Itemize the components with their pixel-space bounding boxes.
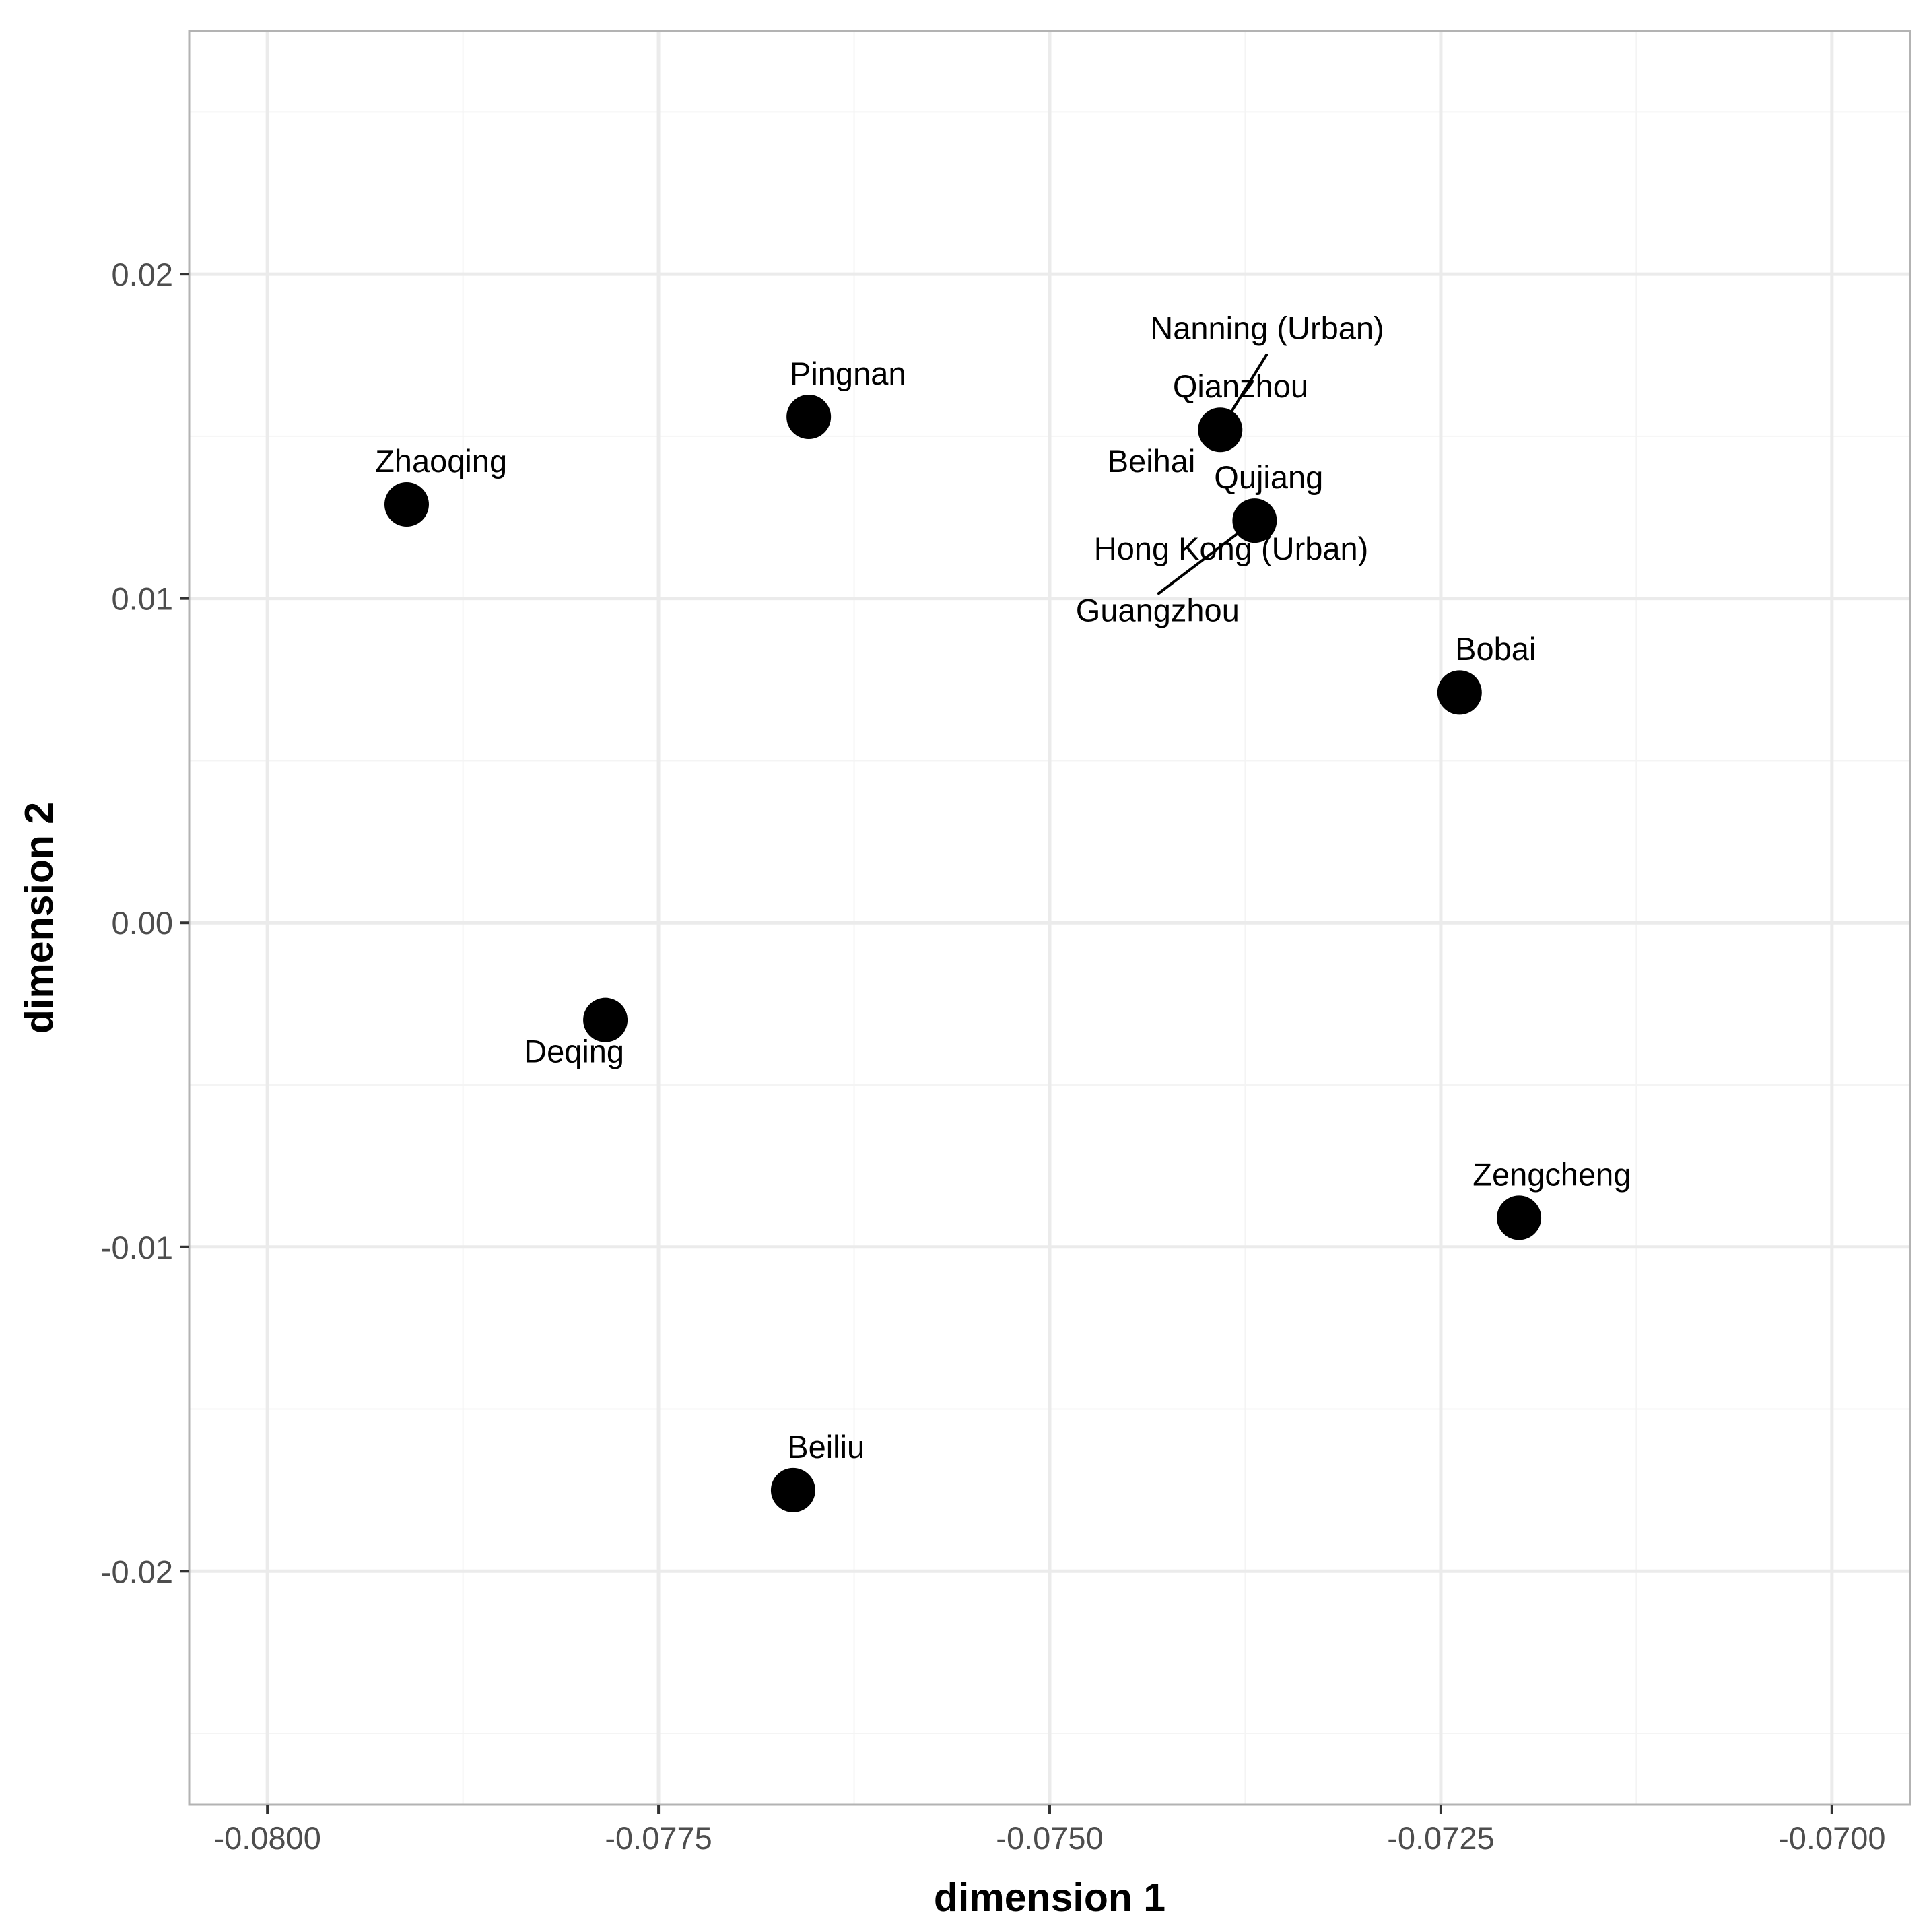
point-label: Qianzhou (1173, 368, 1308, 404)
point-label: Deqing (524, 1033, 624, 1069)
point-label: Guangzhou (1076, 592, 1240, 628)
x-tick-label: -0.0800 (213, 1820, 320, 1856)
data-point (786, 395, 832, 440)
point-label: Qujiang (1214, 459, 1323, 495)
point-label: Zhaoqing (375, 443, 507, 479)
data-point (1437, 670, 1482, 715)
x-tick-label: -0.0725 (1387, 1820, 1494, 1856)
point-label: Beihai (1108, 443, 1196, 479)
y-tick-label: -0.02 (101, 1554, 173, 1589)
data-point (583, 997, 628, 1042)
point-label: Nanning (Urban) (1150, 310, 1384, 345)
x-tick-label: -0.0775 (605, 1820, 712, 1856)
data-point (770, 1467, 815, 1512)
data-point (384, 482, 429, 527)
point-label: Beiliu (787, 1429, 865, 1465)
data-points (384, 395, 1542, 1512)
y-tick-label: 0.02 (112, 257, 173, 292)
point-label: Hong Kong (Urban) (1094, 531, 1369, 566)
y-tick-label: 0.01 (112, 581, 173, 617)
data-point (1232, 498, 1277, 543)
y-axis-title: dimension 2 (17, 802, 61, 1034)
x-axis-title: dimension 1 (934, 1875, 1165, 1920)
major-gridlines (189, 31, 1910, 1805)
data-point (1198, 407, 1243, 453)
y-tick-label: -0.01 (101, 1230, 173, 1265)
point-labels: Zhaoqing Pingnan Nanning (Urban) Qianzhou Be… (375, 310, 1631, 1464)
point-label: Bobai (1455, 631, 1536, 667)
x-tick-label: -0.0750 (996, 1820, 1103, 1856)
data-point (1497, 1195, 1542, 1240)
x-axis: -0.0800 -0.0775 -0.0750 -0.0725 -0.0700 (213, 1805, 1886, 1856)
point-label: Pingnan (790, 356, 906, 391)
y-axis: 0.02 0.01 0.00 -0.01 -0.02 (101, 257, 189, 1589)
point-label: Zengcheng (1473, 1156, 1631, 1192)
y-tick-label: 0.00 (112, 905, 173, 941)
x-tick-label: -0.0700 (1778, 1820, 1885, 1856)
